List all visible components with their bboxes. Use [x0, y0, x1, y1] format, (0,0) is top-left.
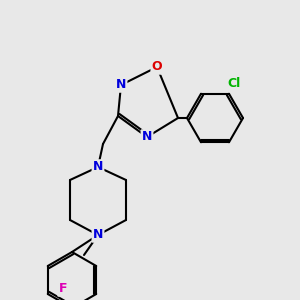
Text: N: N — [142, 130, 152, 143]
Text: N: N — [116, 79, 126, 92]
Text: Cl: Cl — [227, 77, 241, 90]
Text: N: N — [93, 160, 103, 173]
Text: O: O — [152, 61, 162, 74]
Text: N: N — [93, 229, 103, 242]
Text: F: F — [58, 283, 67, 296]
